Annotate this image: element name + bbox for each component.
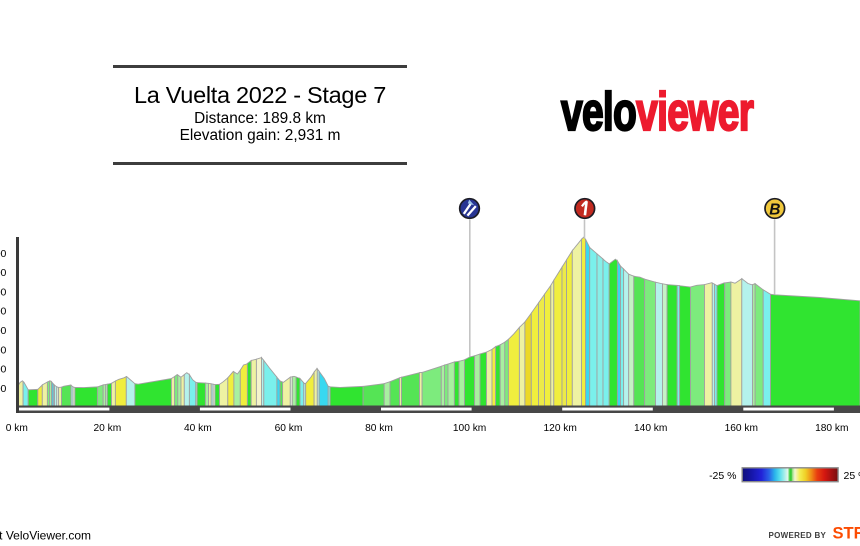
svg-text:120 km: 120 km bbox=[543, 423, 576, 434]
svg-text:200: 200 bbox=[0, 364, 7, 376]
svg-text:B: B bbox=[769, 202, 780, 219]
svg-text:500: 500 bbox=[0, 306, 7, 318]
svg-text:STR: STR bbox=[833, 525, 860, 543]
svg-text:800: 800 bbox=[0, 248, 7, 260]
svg-text:40 km: 40 km bbox=[184, 423, 212, 434]
svg-text:300: 300 bbox=[0, 344, 7, 356]
svg-text:25 %: 25 % bbox=[844, 470, 860, 482]
svg-text:POWERED BY: POWERED BY bbox=[769, 531, 827, 540]
svg-text:160 km: 160 km bbox=[725, 423, 758, 434]
svg-text:-25 %: -25 % bbox=[709, 470, 736, 482]
svg-text:20 km: 20 km bbox=[94, 423, 122, 434]
svg-text:700: 700 bbox=[0, 267, 7, 279]
svg-text:60 km: 60 km bbox=[275, 423, 303, 434]
svg-text:0 km: 0 km bbox=[6, 423, 28, 434]
svg-text:100: 100 bbox=[0, 383, 7, 395]
svg-text:400: 400 bbox=[0, 325, 7, 337]
svg-text:180 km: 180 km bbox=[815, 423, 848, 434]
svg-text:100 km: 100 km bbox=[453, 423, 486, 434]
svg-text:140 km: 140 km bbox=[634, 423, 667, 434]
svg-text:at VeloViewer.com: at VeloViewer.com bbox=[0, 529, 91, 543]
svg-text:80 km: 80 km bbox=[365, 423, 393, 434]
svg-text:600: 600 bbox=[0, 286, 7, 298]
